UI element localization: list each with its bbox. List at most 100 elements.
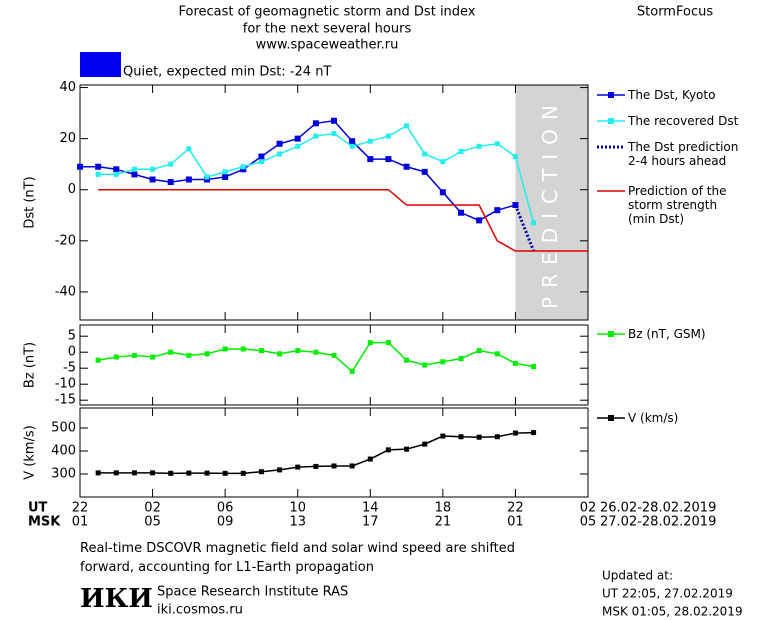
point	[439, 189, 446, 196]
y-tick-label: -15	[55, 393, 76, 408]
y-tick-label: 40	[59, 80, 76, 95]
x-tick-label-msk: 05	[144, 515, 161, 530]
point	[349, 138, 356, 145]
prediction-label: PREDICTION	[538, 96, 562, 309]
point	[367, 340, 373, 346]
footer-note: Real-time DSCOVR magnetic field and sola…	[80, 541, 516, 575]
point	[240, 470, 246, 476]
point	[494, 434, 500, 440]
updated: Updated at:	[602, 569, 673, 583]
point	[258, 469, 264, 475]
legend-label: Bz (nT, GSM)	[628, 327, 706, 341]
point	[276, 140, 283, 147]
point	[295, 143, 301, 149]
x-tick-label: 02	[144, 501, 161, 516]
legend-marker	[608, 331, 614, 337]
msk-label: MSK	[28, 515, 61, 530]
url: www.spaceweather.ru	[256, 38, 399, 53]
point	[204, 176, 210, 183]
y-tick-label: 5	[68, 329, 76, 344]
series-line	[98, 188, 588, 252]
point	[95, 470, 101, 476]
point	[458, 434, 464, 440]
x-tick-label: 22	[72, 501, 89, 516]
point	[186, 470, 192, 476]
point	[295, 348, 301, 354]
point	[277, 467, 283, 473]
y-axis-label: Bz (nT)	[23, 342, 38, 388]
point	[367, 456, 373, 462]
title: Forecast of geomagnetic storm and Dst in…	[178, 5, 475, 20]
panel-frame	[79, 324, 589, 406]
legend-label: V (km/s)	[628, 411, 679, 425]
y-axis-label: V (km/s)	[23, 425, 38, 480]
ut-label: UT	[28, 501, 48, 516]
point	[313, 463, 319, 469]
point	[131, 352, 137, 358]
point	[404, 357, 410, 363]
point	[168, 349, 174, 355]
point	[512, 430, 518, 436]
y-tick-label: -40	[55, 284, 76, 299]
point	[113, 470, 119, 476]
point	[512, 360, 518, 366]
point	[440, 359, 446, 365]
series-line	[98, 341, 534, 373]
point	[295, 464, 301, 470]
point	[458, 148, 464, 154]
point	[531, 364, 537, 370]
point	[422, 151, 428, 157]
x-tick-label-msk: 21	[435, 515, 452, 530]
point	[331, 117, 337, 124]
point	[367, 156, 374, 163]
updated-msk: MSK 01:05, 28.02.2019	[602, 605, 743, 619]
point	[494, 351, 500, 357]
legend-label: The recovered Dst	[628, 114, 739, 128]
point	[331, 463, 337, 469]
point	[95, 171, 101, 177]
point	[313, 349, 319, 355]
point	[150, 470, 156, 476]
point	[95, 357, 101, 363]
y-tick-label: -20	[55, 233, 76, 248]
point	[150, 166, 156, 172]
brand: StormFocus	[637, 5, 713, 20]
point	[204, 351, 210, 357]
x-tick-label-msk: 01	[507, 515, 524, 530]
point	[131, 171, 138, 178]
logo: ИКИ	[80, 584, 153, 614]
point	[113, 354, 119, 360]
site: iki.cosmos.ru	[157, 603, 243, 618]
point	[385, 340, 391, 346]
point	[150, 354, 156, 360]
legend-label: The Dst, Kyoto	[628, 88, 716, 102]
point	[458, 356, 464, 362]
point	[404, 446, 410, 452]
point	[458, 209, 464, 216]
point	[222, 346, 228, 352]
legend-label: The Dst prediction 2-4 hours ahead	[628, 140, 739, 168]
legend-marker	[608, 415, 614, 421]
point	[277, 151, 283, 157]
x-tick-label: 22	[507, 501, 524, 516]
point	[476, 217, 483, 224]
point	[186, 352, 192, 358]
x-tick-label: 14	[362, 501, 379, 516]
point	[403, 163, 410, 170]
point	[385, 447, 391, 453]
point	[512, 154, 518, 160]
y-axis-label: Dst (nT)	[23, 176, 38, 228]
point	[113, 171, 119, 177]
point	[440, 433, 446, 439]
point	[331, 131, 337, 137]
point	[204, 470, 210, 476]
point	[186, 146, 192, 152]
point	[331, 352, 337, 358]
point	[404, 123, 410, 129]
point	[349, 368, 355, 374]
point	[385, 133, 391, 139]
legend-label: Prediction of the storm strength (min Ds…	[628, 184, 727, 226]
y-tick-label: 20	[59, 131, 76, 146]
point	[440, 159, 446, 165]
x-tick-label: 18	[435, 501, 452, 516]
